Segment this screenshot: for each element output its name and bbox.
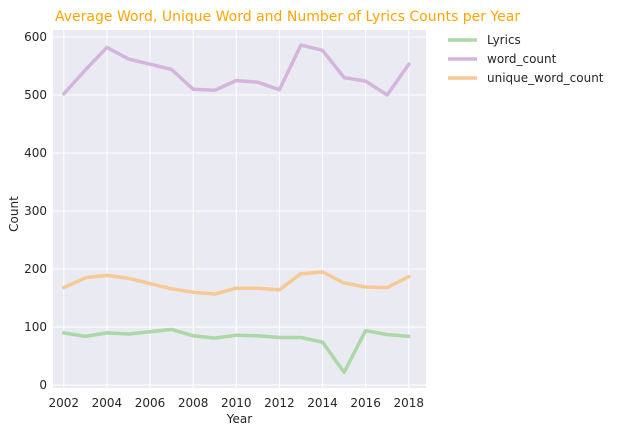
x-axis-label: Year — [226, 412, 252, 426]
x-tick-label: 2012 — [264, 396, 295, 410]
x-tick-label: 2002 — [49, 396, 80, 410]
x-axis-ticks: 2002 2004 2006 2008 2010 2012 2014 2016 2018 — [49, 396, 425, 410]
series-line-Lyrics — [62, 327, 411, 375]
y-tick-label: 400 — [24, 146, 47, 160]
series-lines — [62, 43, 411, 375]
x-tick-label: 2016 — [350, 396, 381, 410]
legend: Lyrics word_count unique_word_count — [448, 33, 604, 85]
y-axis-ticks: 0 100 200 300 400 500 600 — [24, 30, 47, 392]
legend-label: unique_word_count — [487, 71, 604, 85]
plot-area — [53, 30, 426, 388]
grid-lines — [53, 30, 426, 388]
chart-title: Average Word, Unique Word and Number of … — [55, 9, 520, 25]
x-tick-label: 2008 — [178, 396, 209, 410]
legend-label: Lyrics — [487, 33, 521, 47]
y-tick-label: 100 — [24, 320, 47, 334]
series-line-word-count — [62, 43, 411, 97]
x-tick-label: 2004 — [92, 396, 123, 410]
series-line-unique-word-count — [62, 270, 411, 296]
y-tick-label: 0 — [39, 378, 47, 392]
x-tick-label: 2014 — [307, 396, 338, 410]
x-tick-label: 2010 — [221, 396, 252, 410]
y-tick-label: 300 — [24, 204, 47, 218]
y-tick-label: 600 — [24, 30, 47, 44]
y-tick-label: 200 — [24, 262, 47, 276]
x-tick-label: 2006 — [135, 396, 166, 410]
y-tick-label: 500 — [24, 88, 47, 102]
legend-label: word_count — [487, 52, 557, 66]
x-tick-label: 2018 — [393, 396, 424, 410]
y-axis-label: Count — [7, 196, 21, 232]
